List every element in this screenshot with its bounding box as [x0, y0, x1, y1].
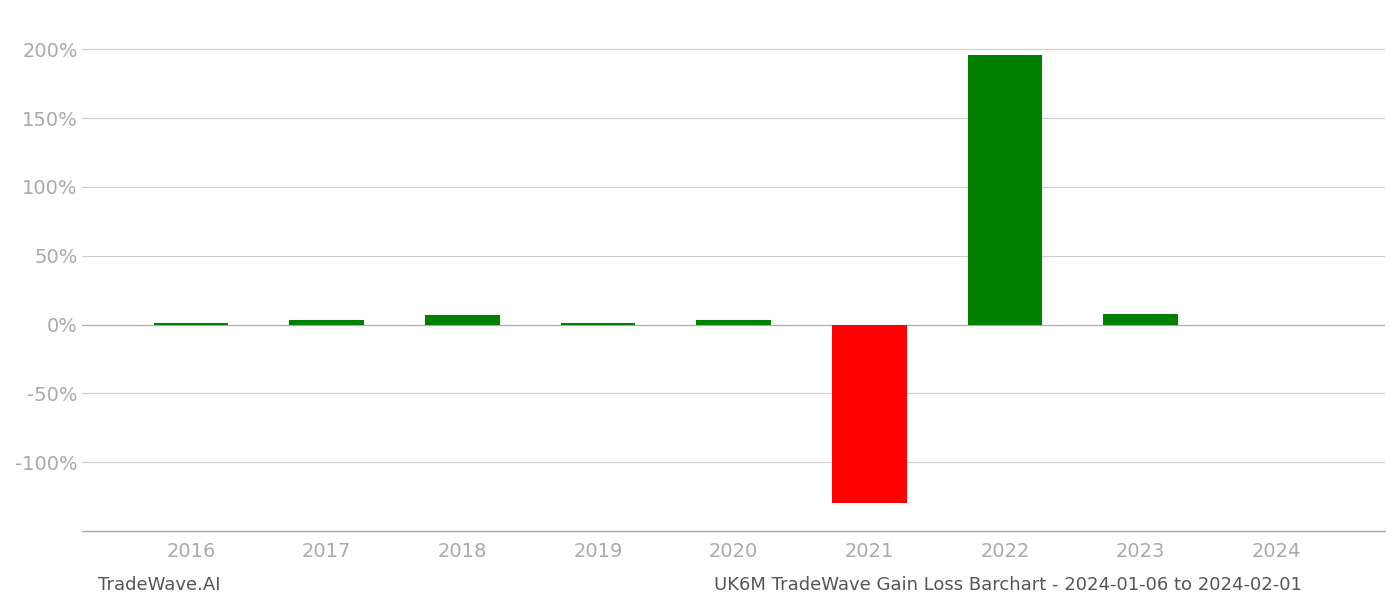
Bar: [832, 325, 907, 503]
Bar: [426, 315, 500, 325]
Bar: [154, 323, 228, 325]
Bar: [1103, 314, 1177, 325]
Bar: [561, 323, 636, 325]
Bar: [696, 320, 771, 325]
Text: TradeWave.AI: TradeWave.AI: [98, 576, 221, 594]
Bar: [967, 55, 1043, 325]
Text: UK6M TradeWave Gain Loss Barchart - 2024-01-06 to 2024-02-01: UK6M TradeWave Gain Loss Barchart - 2024…: [714, 576, 1302, 594]
Bar: [290, 320, 364, 325]
